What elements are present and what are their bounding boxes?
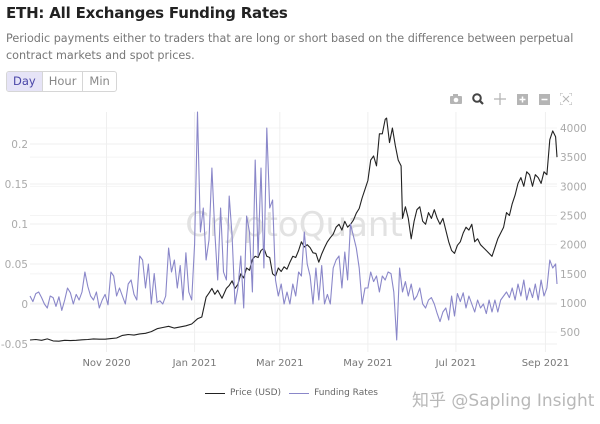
x-tick-label: Sep 2021 (522, 358, 569, 369)
zoom-out-icon[interactable] (536, 92, 552, 106)
x-tick-label: Mar 2021 (256, 358, 304, 369)
y-right-tick-label: 3000 (560, 181, 587, 193)
y-right-tick-label: 1500 (560, 269, 587, 281)
series-line-funding-rates[interactable] (29, 111, 558, 341)
legend-swatch-price (205, 392, 225, 394)
interval-tab-hour[interactable]: Hour (43, 72, 84, 91)
x-tick-label: Nov 2020 (82, 358, 130, 369)
x-tick-label: Jul 2021 (435, 358, 477, 369)
y-left-tick-label: 0.1 (11, 219, 28, 231)
page-description: Periodic payments either to traders that… (6, 32, 574, 62)
y-left-tick-label: 0 (21, 299, 28, 311)
autoscale-icon[interactable] (558, 92, 574, 106)
chart-gridlines (30, 112, 557, 352)
y-left-tick-label: 0.15 (5, 179, 28, 191)
y-right-tick-label: 3500 (560, 152, 587, 164)
y-axis-right: 500 1000 1500 2000 2500 3000 3500 4000 (560, 123, 587, 339)
legend-swatch-funding (289, 392, 310, 394)
credit-watermark: 知乎 @Sapling Insight (412, 391, 595, 411)
y-right-tick-label: 2500 (560, 211, 587, 223)
interval-tab-day[interactable]: Day (7, 72, 43, 91)
watermark-text: CryptoQuant (185, 205, 403, 245)
x-tick-label: May 2021 (343, 358, 392, 369)
chart-modebar (448, 92, 580, 106)
series-line-price[interactable] (29, 117, 558, 342)
page-title: ETH: All Exchanges Funding Rates (6, 4, 288, 22)
chart-legend: Price (USD) Funding Rates (205, 388, 386, 398)
legend-item-funding[interactable]: Funding Rates (289, 388, 378, 398)
legend-label-funding: Funding Rates (314, 388, 378, 398)
y-right-tick-label: 500 (560, 327, 580, 339)
camera-icon[interactable] (448, 92, 464, 106)
y-axis-left: -0.05 0 0.05 0.1 0.15 0.2 (1, 139, 28, 351)
interval-selector: Day Hour Min (6, 71, 117, 92)
y-right-tick-label: 4000 (560, 123, 587, 135)
pan-icon[interactable] (492, 92, 508, 106)
y-left-tick-label: -0.05 (1, 339, 28, 351)
y-left-tick-label: 0.05 (5, 259, 28, 271)
chart-series (29, 111, 558, 342)
interval-tab-min[interactable]: Min (89, 74, 110, 88)
x-tick-label: Jan 2021 (172, 358, 217, 369)
x-axis: Nov 2020 Jan 2021 Mar 2021 May 2021 Jul 2021… (82, 358, 569, 369)
legend-item-price[interactable]: Price (USD) (205, 388, 281, 398)
zoom-in-icon[interactable] (514, 92, 530, 106)
legend-label-price: Price (USD) (230, 388, 282, 398)
y-right-tick-label: 1000 (560, 298, 587, 310)
y-right-tick-label: 2000 (560, 240, 587, 252)
zoom-icon[interactable] (470, 92, 486, 106)
y-left-tick-label: 0.2 (11, 139, 28, 151)
